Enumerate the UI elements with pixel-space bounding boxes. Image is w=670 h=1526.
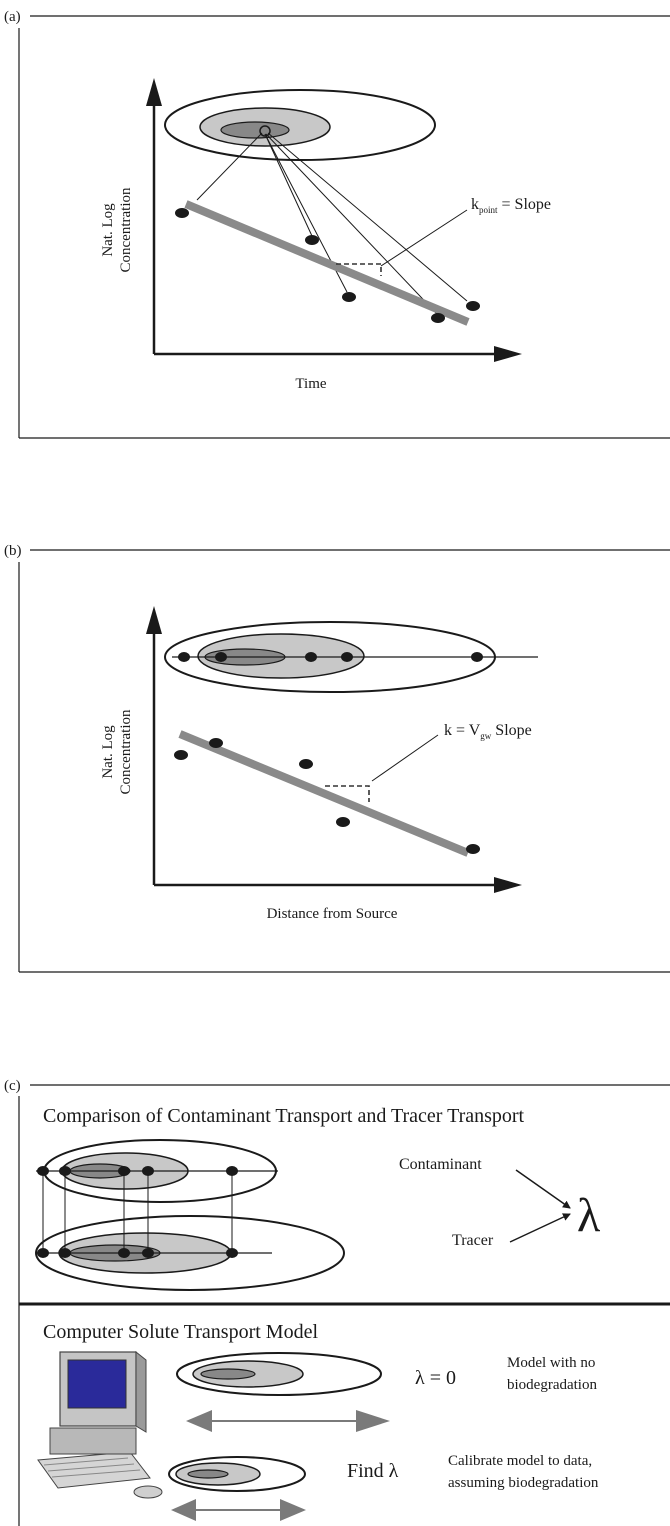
tracer-arrow — [509, 1213, 571, 1243]
no-bio-line1: Model with no — [507, 1355, 595, 1371]
monitoring-well — [226, 1166, 238, 1176]
data-point — [342, 292, 356, 302]
model-plume-bio — [168, 1456, 306, 1492]
panel-a-ylabel-line1: Nat. Log — [100, 203, 116, 257]
find-lambda-label: Find λ — [347, 1460, 399, 1482]
panel-b: (b) — [4, 543, 670, 973]
data-point — [305, 235, 319, 245]
panel-b-annotation: k = Vgw Slope — [444, 722, 532, 741]
panel-b-y-arrowhead — [146, 606, 162, 634]
tracer-wells — [37, 1248, 238, 1258]
monitor-side — [135, 1350, 147, 1433]
contaminant-plume — [36, 1139, 278, 1203]
data-point — [175, 208, 189, 218]
panel-b-ylabel-line1: Nat. Log — [100, 725, 116, 779]
panel-a-y-arrowhead — [146, 78, 162, 106]
monitoring-well — [341, 652, 353, 662]
panel-a-axes — [146, 78, 522, 362]
panel-a-label: (a) — [4, 9, 21, 25]
range-arrow-no-bio — [186, 1410, 390, 1432]
panel-b-ylabel-line2: Concentration — [118, 709, 134, 794]
panel-b-annotation-leader — [371, 734, 439, 782]
monitoring-well — [118, 1248, 130, 1258]
monitoring-well — [118, 1166, 130, 1176]
panel-a-x-arrowhead — [494, 346, 522, 362]
data-point — [431, 313, 445, 323]
model-plume-no-bio — [176, 1352, 382, 1396]
panel-b-data-points — [174, 738, 480, 854]
range-arrow-bio — [171, 1499, 306, 1521]
plume-core — [220, 121, 290, 139]
mouse — [133, 1485, 163, 1499]
panel-c-bottom-title: Computer Solute Transport Model — [43, 1321, 318, 1343]
data-point — [466, 844, 480, 854]
panel-a-trend-line — [184, 200, 470, 326]
panel-b-trend-line — [178, 730, 470, 857]
data-point — [336, 817, 350, 827]
plume-core — [200, 1368, 256, 1380]
panel-c: (c) Comparison of Contaminant Transport … — [4, 1078, 670, 1526]
contaminant-label: Contaminant — [399, 1156, 482, 1173]
panel-a-ylabel-line2: Concentration — [118, 187, 134, 272]
monitoring-well — [59, 1248, 71, 1258]
data-point — [466, 301, 480, 311]
calibrate-line1: Calibrate model to data, — [448, 1453, 592, 1469]
panel-a: (a) — [4, 9, 670, 439]
panel-a-annotation-leader — [380, 209, 468, 267]
panel-b-x-arrowhead — [494, 877, 522, 893]
monitoring-well — [142, 1166, 154, 1176]
plume-core — [187, 1469, 229, 1479]
monitoring-well — [305, 652, 317, 662]
monitoring-well — [37, 1248, 49, 1258]
monitoring-well — [178, 652, 190, 662]
computer-base — [49, 1427, 137, 1455]
well-connectors — [42, 1171, 233, 1253]
monitoring-well — [215, 652, 227, 662]
monitoring-well — [59, 1166, 71, 1176]
computer-icon — [37, 1350, 163, 1499]
lambda-symbol: λ — [577, 1189, 601, 1242]
panel-a-y-label: Nat. Log Concentration — [100, 187, 134, 272]
monitoring-well — [226, 1248, 238, 1258]
panel-a-x-label: Time — [295, 376, 326, 392]
contaminant-arrow — [515, 1169, 571, 1209]
keyboard — [37, 1451, 151, 1489]
data-point — [174, 750, 188, 760]
data-point — [299, 759, 313, 769]
monitoring-well — [142, 1248, 154, 1258]
monitoring-well — [37, 1166, 49, 1176]
tracer-label: Tracer — [452, 1232, 494, 1249]
contaminant-wells — [37, 1166, 238, 1176]
panel-b-label: (b) — [4, 543, 22, 559]
panel-b-x-label: Distance from Source — [267, 906, 398, 922]
panel-a-slope-triangle — [336, 263, 382, 276]
panel-c-label: (c) — [4, 1078, 21, 1094]
monitoring-well — [471, 652, 483, 662]
panel-c-top-title: Comparison of Contaminant Transport and … — [43, 1105, 525, 1127]
panel-b-axes — [146, 606, 522, 893]
monitor-screen — [67, 1359, 127, 1409]
tracer-plume — [35, 1215, 345, 1291]
lambda-zero-label: λ = 0 — [415, 1367, 456, 1389]
panel-b-wells — [178, 652, 483, 662]
panel-b-y-label: Nat. Log Concentration — [100, 709, 134, 794]
panel-b-slope-triangle — [325, 785, 370, 802]
panel-a-data-points — [175, 208, 480, 323]
calibrate-line2: assuming biodegradation — [448, 1475, 599, 1491]
monitoring-well — [259, 125, 271, 137]
data-point — [209, 738, 223, 748]
panel-a-annotation: kpoint = Slope — [471, 196, 551, 215]
no-bio-line2: biodegradation — [507, 1377, 597, 1393]
